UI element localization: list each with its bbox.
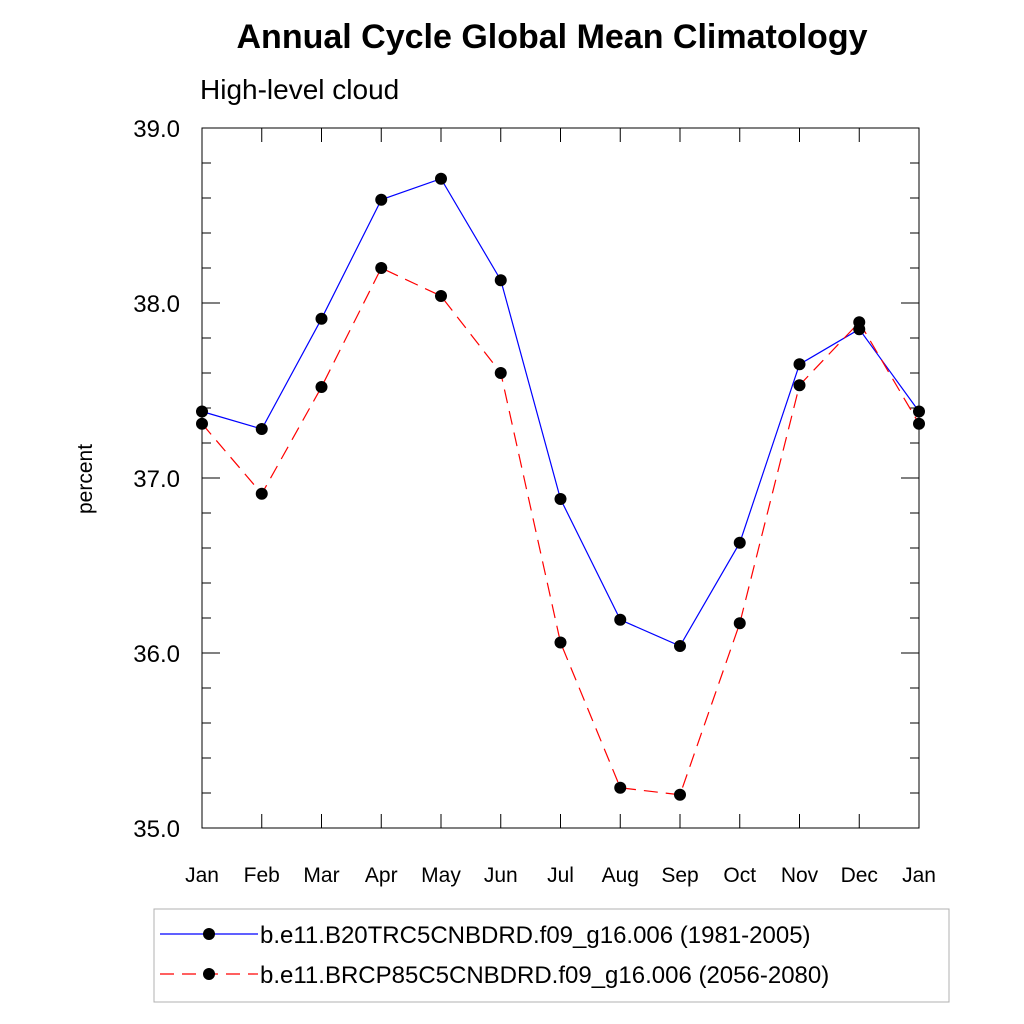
series-line-1 <box>201 177 920 647</box>
series-1-point <box>554 493 567 505</box>
x-tick-label: Jan <box>185 864 219 887</box>
axis-ticks <box>201 127 920 829</box>
legend-label-1: b.e11.B20TRC5CNBDRD.f09_g16.006 (1981-20… <box>260 922 811 949</box>
series-2-point <box>375 262 388 274</box>
x-tick-label: Apr <box>365 864 398 887</box>
legend-box <box>153 908 950 1003</box>
series-2-point <box>853 316 866 329</box>
y-tick-label: 38.0 <box>133 291 180 318</box>
series-1-point <box>733 536 746 549</box>
y-tick-label: 39.0 <box>133 116 180 143</box>
chart-subtitle: High-level cloud <box>200 74 399 105</box>
y-tick-label: 37.0 <box>133 466 180 493</box>
series-1-point <box>255 423 268 435</box>
legend-label-2: b.e11.BRCP85C5CNBDRD.f09_g16.006 (2056-2… <box>260 962 829 989</box>
x-tick-label: Jul <box>547 864 574 887</box>
series-2-point <box>196 417 208 430</box>
series-2-point <box>315 381 328 393</box>
series-2-point <box>554 636 567 649</box>
y-tick-label: 36.0 <box>133 641 180 668</box>
series-1-point <box>196 405 208 418</box>
x-tick-label: Feb <box>244 864 280 887</box>
legend-marker-1 <box>203 928 215 940</box>
x-tick-label: Jun <box>484 864 518 887</box>
x-tick-label: Mar <box>303 864 339 887</box>
plot-frame <box>201 127 920 829</box>
y-axis-label: percent <box>74 444 97 514</box>
x-tick-label: Aug <box>602 864 639 887</box>
series-2-point <box>435 290 447 302</box>
series-2-point <box>913 417 925 430</box>
x-tick-label: Nov <box>781 864 819 887</box>
series-2-point <box>494 367 507 379</box>
series-1-point <box>913 405 925 418</box>
series-2-point <box>733 617 746 630</box>
x-tick-label: Dec <box>841 864 878 887</box>
series-line-2 <box>201 267 920 796</box>
x-tick-label: Sep <box>661 864 698 887</box>
series-2-point <box>614 781 627 794</box>
x-tick-label: Oct <box>723 864 756 887</box>
legend: b.e11.B20TRC5CNBDRD.f09_g16.006 (1981-20… <box>153 908 950 1003</box>
series-lines <box>201 177 920 796</box>
series-2-point <box>674 788 686 801</box>
y-tick-label: 35.0 <box>133 816 180 843</box>
series-1-point <box>315 312 328 325</box>
series-1-point <box>793 358 806 371</box>
x-tick-label: May <box>421 864 461 887</box>
series-1-point <box>435 172 447 185</box>
series-1-point <box>375 193 388 206</box>
series-1-point <box>674 640 686 652</box>
series-markers <box>196 172 925 801</box>
series-1-point <box>614 613 627 626</box>
x-tick-label: Jan <box>902 864 936 887</box>
series-1-point <box>494 274 507 287</box>
chart-title: Annual Cycle Global Mean Climatology <box>237 18 868 56</box>
tick-labels: Jan Feb Mar Apr May Jun Jul Aug Sep Oct Nov Dec Jan3… <box>133 116 936 887</box>
legend-marker-2 <box>203 968 215 980</box>
series-2-point <box>793 379 806 392</box>
series-2-point <box>255 487 268 500</box>
